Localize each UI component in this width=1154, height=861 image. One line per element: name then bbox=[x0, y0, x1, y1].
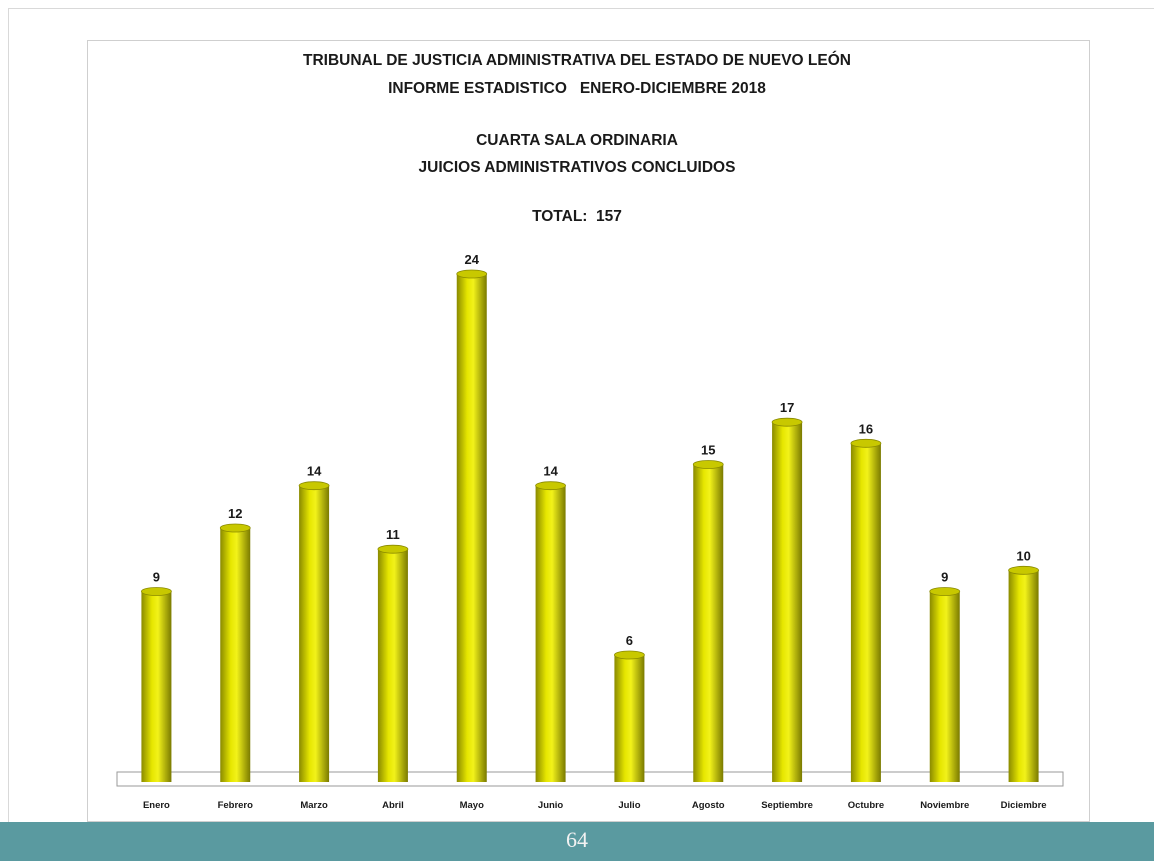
bar-octubre bbox=[850, 438, 882, 782]
chart-title-line2: INFORME ESTADISTICO ENERO-DICIEMBRE 2018 bbox=[388, 80, 766, 97]
data-label: 6 bbox=[626, 633, 633, 648]
x-tick-label: Octubre bbox=[848, 800, 884, 811]
data-label: 11 bbox=[386, 527, 400, 542]
bar-febrero bbox=[219, 523, 251, 782]
bar-abril bbox=[377, 544, 409, 782]
bar-julio bbox=[614, 650, 645, 782]
x-tick-label: Julio bbox=[618, 800, 640, 811]
chart-area bbox=[87, 40, 1090, 822]
data-label: 9 bbox=[941, 570, 948, 585]
data-label: 15 bbox=[701, 443, 715, 458]
x-tick-label: Mayo bbox=[460, 800, 484, 811]
data-label: 17 bbox=[780, 400, 794, 415]
data-label: 14 bbox=[543, 464, 558, 479]
x-tick-label: Junio bbox=[538, 800, 564, 811]
x-tick-label: Septiembre bbox=[761, 800, 813, 811]
x-tick-label: Marzo bbox=[300, 800, 328, 811]
x-tick-label: Enero bbox=[143, 800, 170, 811]
total-label: TOTAL: 157 bbox=[532, 208, 622, 225]
slide-frame bbox=[8, 8, 1154, 861]
bar-mayo bbox=[456, 269, 488, 782]
x-tick-label: Noviembre bbox=[920, 800, 969, 811]
bar-septiembre bbox=[771, 417, 803, 782]
bar-junio bbox=[535, 481, 566, 782]
footer-bar: 64 bbox=[0, 822, 1154, 861]
bar-noviembre bbox=[929, 587, 961, 782]
bar-enero bbox=[141, 587, 172, 782]
data-label: 12 bbox=[228, 506, 242, 521]
bar-chart: 9 12 14 11 24 14 6 15 17 16 9 10 Enero Febrero Marzo A… bbox=[116, 252, 1064, 811]
page-number: 64 bbox=[566, 827, 588, 852]
data-label: 9 bbox=[153, 570, 160, 585]
bar-agosto bbox=[692, 460, 724, 782]
x-tick-label: Diciembre bbox=[1001, 800, 1047, 811]
chart-subtitle: CUARTA SALA ORDINARIA bbox=[476, 132, 678, 149]
x-tick-label: Abril bbox=[382, 800, 404, 811]
chart-subtitle-line2: JUICIOS ADMINISTRATIVOS CONCLUIDOS bbox=[418, 159, 736, 176]
bar-diciembre bbox=[1008, 565, 1039, 782]
x-tick-label: Febrero bbox=[218, 800, 254, 811]
chart-title: TRIBUNAL DE JUSTICIA ADMINISTRATIVA DEL … bbox=[303, 52, 851, 69]
data-label: 14 bbox=[307, 464, 322, 479]
x-tick-label: Agosto bbox=[692, 800, 725, 811]
bar-marzo bbox=[298, 481, 330, 782]
chart-floor bbox=[116, 771, 1064, 787]
data-label: 10 bbox=[1016, 548, 1030, 563]
data-label: 24 bbox=[465, 252, 480, 267]
data-label: 16 bbox=[859, 421, 873, 436]
